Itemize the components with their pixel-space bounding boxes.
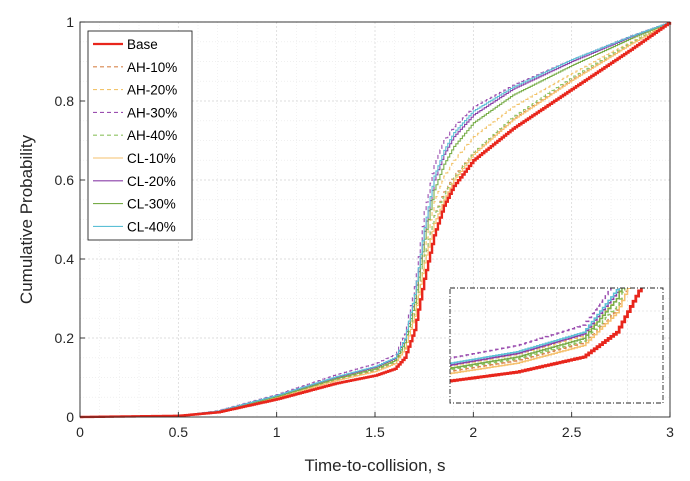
x-tick-label: 0 bbox=[76, 424, 84, 440]
x-axis-label: Time-to-collision, s bbox=[304, 456, 445, 475]
legend-label: CL-40% bbox=[127, 219, 176, 234]
legend-label: CL-10% bbox=[127, 151, 176, 166]
x-tick-label: 1.5 bbox=[365, 424, 385, 440]
y-tick-label: 0.8 bbox=[55, 93, 75, 109]
inset-zoom bbox=[449, 287, 664, 404]
y-tick-label: 0.4 bbox=[55, 251, 75, 267]
y-tick-label: 1 bbox=[66, 14, 74, 30]
inset-series-line-cl-30pct bbox=[450, 288, 623, 370]
legend-label: AH-30% bbox=[127, 105, 177, 120]
inset-series-line-ah-10pct bbox=[450, 288, 629, 373]
x-tick-label: 2 bbox=[469, 424, 477, 440]
legend-label: CL-20% bbox=[127, 174, 176, 189]
legend-label: CL-30% bbox=[127, 197, 176, 212]
inset-series-line-ah-20pct bbox=[450, 288, 623, 367]
y-tick-label: 0.2 bbox=[55, 330, 75, 346]
inset-series-line-cl-40pct bbox=[450, 288, 620, 365]
y-tick-label: 0.6 bbox=[55, 172, 75, 188]
legend-label: Base bbox=[127, 37, 158, 52]
inset-series-line-base bbox=[450, 288, 643, 383]
y-axis-label: Cumulative Probability bbox=[17, 134, 36, 304]
legend-label: AH-40% bbox=[127, 128, 177, 143]
series-line-base bbox=[80, 22, 672, 419]
ticks: 0 0.5 1 1.5 2 2.5 3 0 0.2 0.4 0.6 0.8 1 bbox=[55, 14, 675, 440]
x-tick-label: 1 bbox=[273, 424, 281, 440]
legend: Base AH-10% AH-20% AH-30% AH-40% CL-10% CL-20%… bbox=[87, 30, 193, 241]
inset-frame bbox=[449, 287, 664, 404]
legend-label: AH-20% bbox=[127, 83, 177, 98]
inset-series-line-cl-10pct bbox=[450, 288, 632, 375]
legend-box bbox=[87, 30, 193, 241]
inset-series-layer bbox=[450, 288, 643, 383]
x-tick-label: 0.5 bbox=[169, 424, 189, 440]
y-tick-label: 0 bbox=[66, 409, 74, 425]
legend-label: AH-10% bbox=[127, 60, 177, 75]
x-tick-label: 2.5 bbox=[562, 424, 582, 440]
series-layer bbox=[80, 22, 672, 419]
x-tick-label: 3 bbox=[666, 424, 674, 440]
inset-series-line-cl-20pct bbox=[450, 288, 620, 366]
grid bbox=[79, 21, 671, 418]
